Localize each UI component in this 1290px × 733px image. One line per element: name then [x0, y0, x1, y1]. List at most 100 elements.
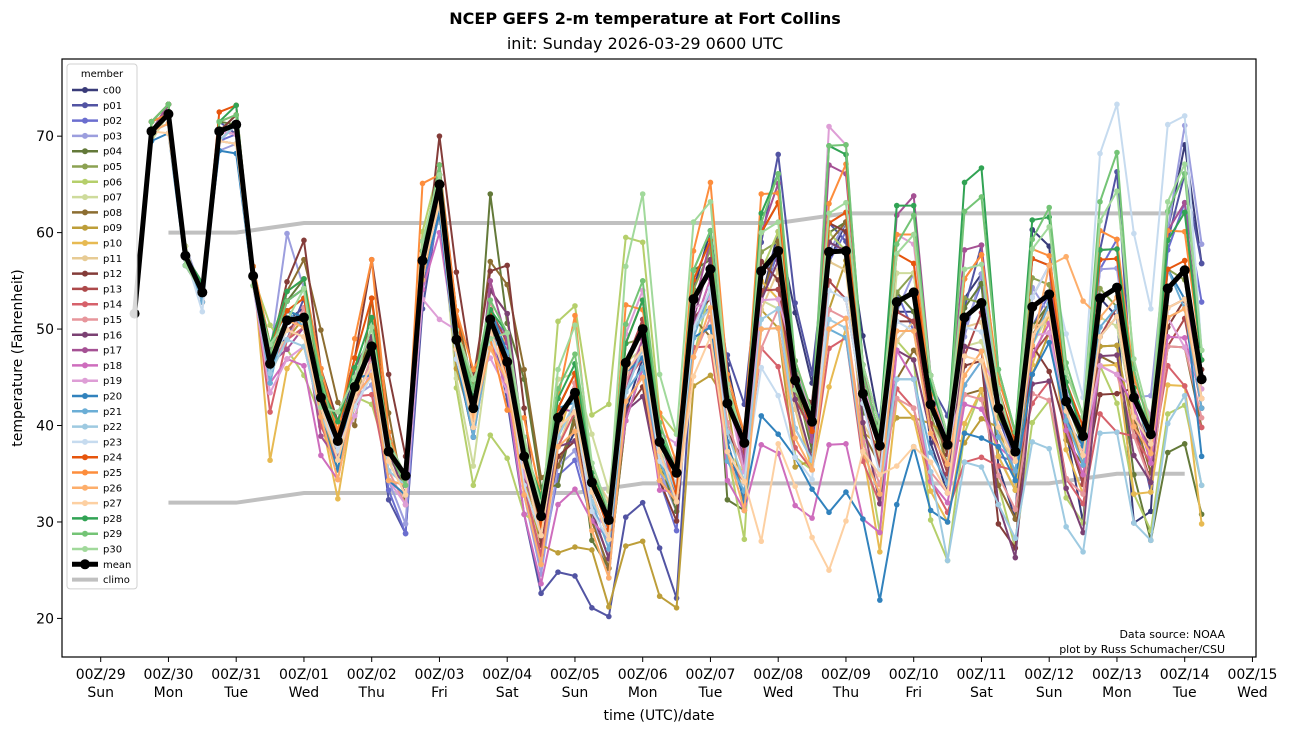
legend-item-p01: p01 — [72, 101, 122, 112]
point-p19 — [267, 389, 273, 396]
legend-label: p28 — [103, 514, 122, 525]
point-p26 — [1046, 262, 1052, 269]
point-p16 — [910, 357, 917, 363]
point-p26 — [741, 507, 748, 514]
point-p08 — [318, 327, 324, 333]
point-p28 — [910, 202, 917, 209]
point-p21 — [470, 434, 477, 440]
point-mean — [485, 314, 496, 325]
point-p27 — [877, 471, 883, 478]
point-p19 — [402, 501, 409, 508]
point-p22 — [775, 306, 781, 312]
point-p27 — [707, 333, 714, 340]
point-p28 — [961, 179, 968, 186]
point-p26 — [572, 428, 578, 435]
point-p07 — [470, 463, 477, 469]
point-mean — [451, 334, 462, 345]
point-p10 — [1198, 521, 1205, 527]
legend-label: p22 — [103, 422, 122, 433]
point-p27 — [944, 490, 951, 496]
point-mean — [603, 515, 614, 526]
point-p24 — [910, 260, 917, 267]
point-p16 — [792, 396, 798, 403]
point-p15 — [995, 472, 1002, 479]
point-p21 — [1198, 405, 1205, 411]
x-tick-label-time: 00Z/13 — [1092, 667, 1142, 683]
x-tick-label-time: 00Z/15 — [1227, 667, 1277, 683]
point-p22 — [1080, 549, 1086, 555]
point-mean — [807, 416, 818, 427]
point-p29 — [622, 321, 629, 328]
point-p23 — [199, 308, 206, 315]
point-p22 — [1046, 445, 1052, 452]
point-p23 — [1063, 331, 1069, 337]
point-p01 — [639, 499, 646, 506]
point-p18 — [809, 515, 815, 521]
legend-label: p13 — [103, 284, 122, 295]
legend-marker — [82, 224, 88, 231]
point-p23 — [589, 508, 595, 515]
legend-item-p14: p14 — [72, 300, 122, 311]
point-p10 — [1012, 487, 1019, 493]
point-p06 — [504, 455, 511, 462]
point-mean — [586, 477, 597, 488]
point-p23 — [809, 476, 815, 483]
point-mean — [349, 381, 360, 392]
point-p27 — [538, 532, 544, 539]
point-p30 — [555, 366, 561, 373]
point-p15 — [1012, 506, 1019, 513]
point-p16 — [504, 310, 511, 317]
point-p10 — [877, 549, 883, 555]
legend-item-climo: climo — [72, 575, 130, 586]
point-p29 — [233, 112, 239, 118]
point-p30 — [758, 229, 765, 236]
point-p29 — [707, 227, 714, 234]
point-p06 — [1114, 400, 1120, 407]
point-p08 — [351, 422, 358, 429]
legend-item-p05: p05 — [72, 162, 122, 173]
point-mean — [1010, 446, 1021, 457]
legend-marker — [82, 393, 88, 399]
legend-item-p13: p13 — [72, 284, 122, 295]
legend-marker — [82, 240, 88, 246]
point-p26 — [487, 345, 494, 352]
point-p01 — [538, 590, 544, 597]
point-p30 — [419, 238, 426, 245]
x-tick-label-day: Fri — [905, 685, 922, 701]
legend-label: p11 — [103, 254, 122, 265]
legend-marker — [82, 347, 88, 354]
point-p23 — [1131, 230, 1137, 237]
point-p28 — [335, 418, 341, 425]
x-tick-label-time: 00Z/01 — [279, 667, 329, 683]
point-p26 — [944, 461, 951, 467]
legend-marker — [82, 285, 88, 292]
point-p20 — [758, 413, 765, 419]
point-p23 — [1164, 121, 1171, 128]
point-p27 — [673, 498, 680, 505]
point-p26 — [318, 414, 324, 420]
x-tick-label-time: 00Z/14 — [1160, 667, 1210, 683]
point-p17 — [961, 247, 968, 253]
point-p30 — [470, 376, 477, 383]
point-p30 — [1131, 356, 1137, 362]
chart-subtitle: init: Sunday 2026-03-29 0600 UTC — [506, 34, 784, 53]
point-p21 — [1063, 417, 1069, 424]
x-tick-label-time: 00Z/08 — [753, 667, 803, 683]
point-p26 — [656, 477, 663, 484]
point-p22 — [1114, 429, 1120, 436]
point-p15 — [893, 395, 900, 402]
point-mean — [1145, 429, 1156, 440]
point-p26 — [622, 398, 629, 405]
point-p12 — [504, 262, 511, 269]
x-tick-label-time: 00Z/07 — [685, 667, 735, 683]
point-p22 — [758, 316, 765, 323]
line-p29 — [133, 103, 1203, 512]
point-p30 — [335, 409, 341, 415]
point-p23 — [775, 392, 781, 399]
point-p25 — [419, 180, 426, 187]
point-p10 — [284, 365, 290, 372]
point-p27 — [724, 448, 731, 455]
point-p15 — [978, 396, 985, 403]
legend-item-p30: p30 — [72, 545, 122, 556]
legend-label: p24 — [103, 453, 122, 464]
